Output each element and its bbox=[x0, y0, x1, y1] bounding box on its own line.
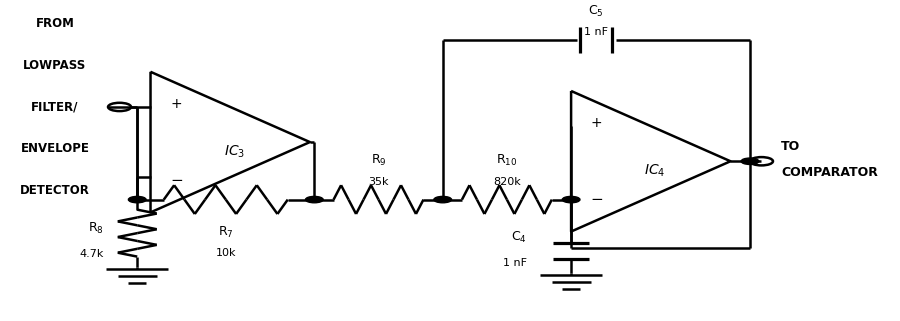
Text: R$_9$: R$_9$ bbox=[371, 152, 386, 168]
Text: 1 nF: 1 nF bbox=[584, 27, 608, 37]
Text: −: − bbox=[170, 173, 183, 188]
Text: TO: TO bbox=[781, 140, 800, 153]
Text: R$_{10}$: R$_{10}$ bbox=[496, 152, 518, 168]
Text: +: + bbox=[170, 97, 182, 111]
Text: −: − bbox=[590, 192, 603, 207]
Circle shape bbox=[434, 196, 452, 203]
Circle shape bbox=[741, 158, 759, 164]
Text: DETECTOR: DETECTOR bbox=[20, 184, 90, 197]
Text: COMPARATOR: COMPARATOR bbox=[781, 166, 878, 179]
Text: LOWPASS: LOWPASS bbox=[23, 59, 86, 72]
Text: 35k: 35k bbox=[368, 177, 389, 187]
Text: R$_8$: R$_8$ bbox=[88, 221, 104, 236]
Text: +: + bbox=[590, 116, 602, 130]
Text: FROM: FROM bbox=[35, 17, 75, 30]
Text: 4.7k: 4.7k bbox=[79, 249, 104, 259]
Text: 10k: 10k bbox=[215, 247, 236, 257]
Text: IC$_3$: IC$_3$ bbox=[224, 143, 246, 160]
Text: ENVELOPE: ENVELOPE bbox=[21, 142, 89, 155]
Circle shape bbox=[129, 196, 146, 203]
Text: R$_7$: R$_7$ bbox=[218, 225, 234, 240]
Text: FILTER/: FILTER/ bbox=[32, 100, 78, 114]
Text: 1 nF: 1 nF bbox=[503, 258, 526, 268]
Circle shape bbox=[562, 196, 580, 203]
Text: C$_5$: C$_5$ bbox=[589, 4, 604, 19]
Circle shape bbox=[305, 196, 323, 203]
Text: IC$_4$: IC$_4$ bbox=[644, 163, 666, 179]
Text: C$_4$: C$_4$ bbox=[511, 230, 526, 246]
Text: 820k: 820k bbox=[493, 177, 521, 187]
